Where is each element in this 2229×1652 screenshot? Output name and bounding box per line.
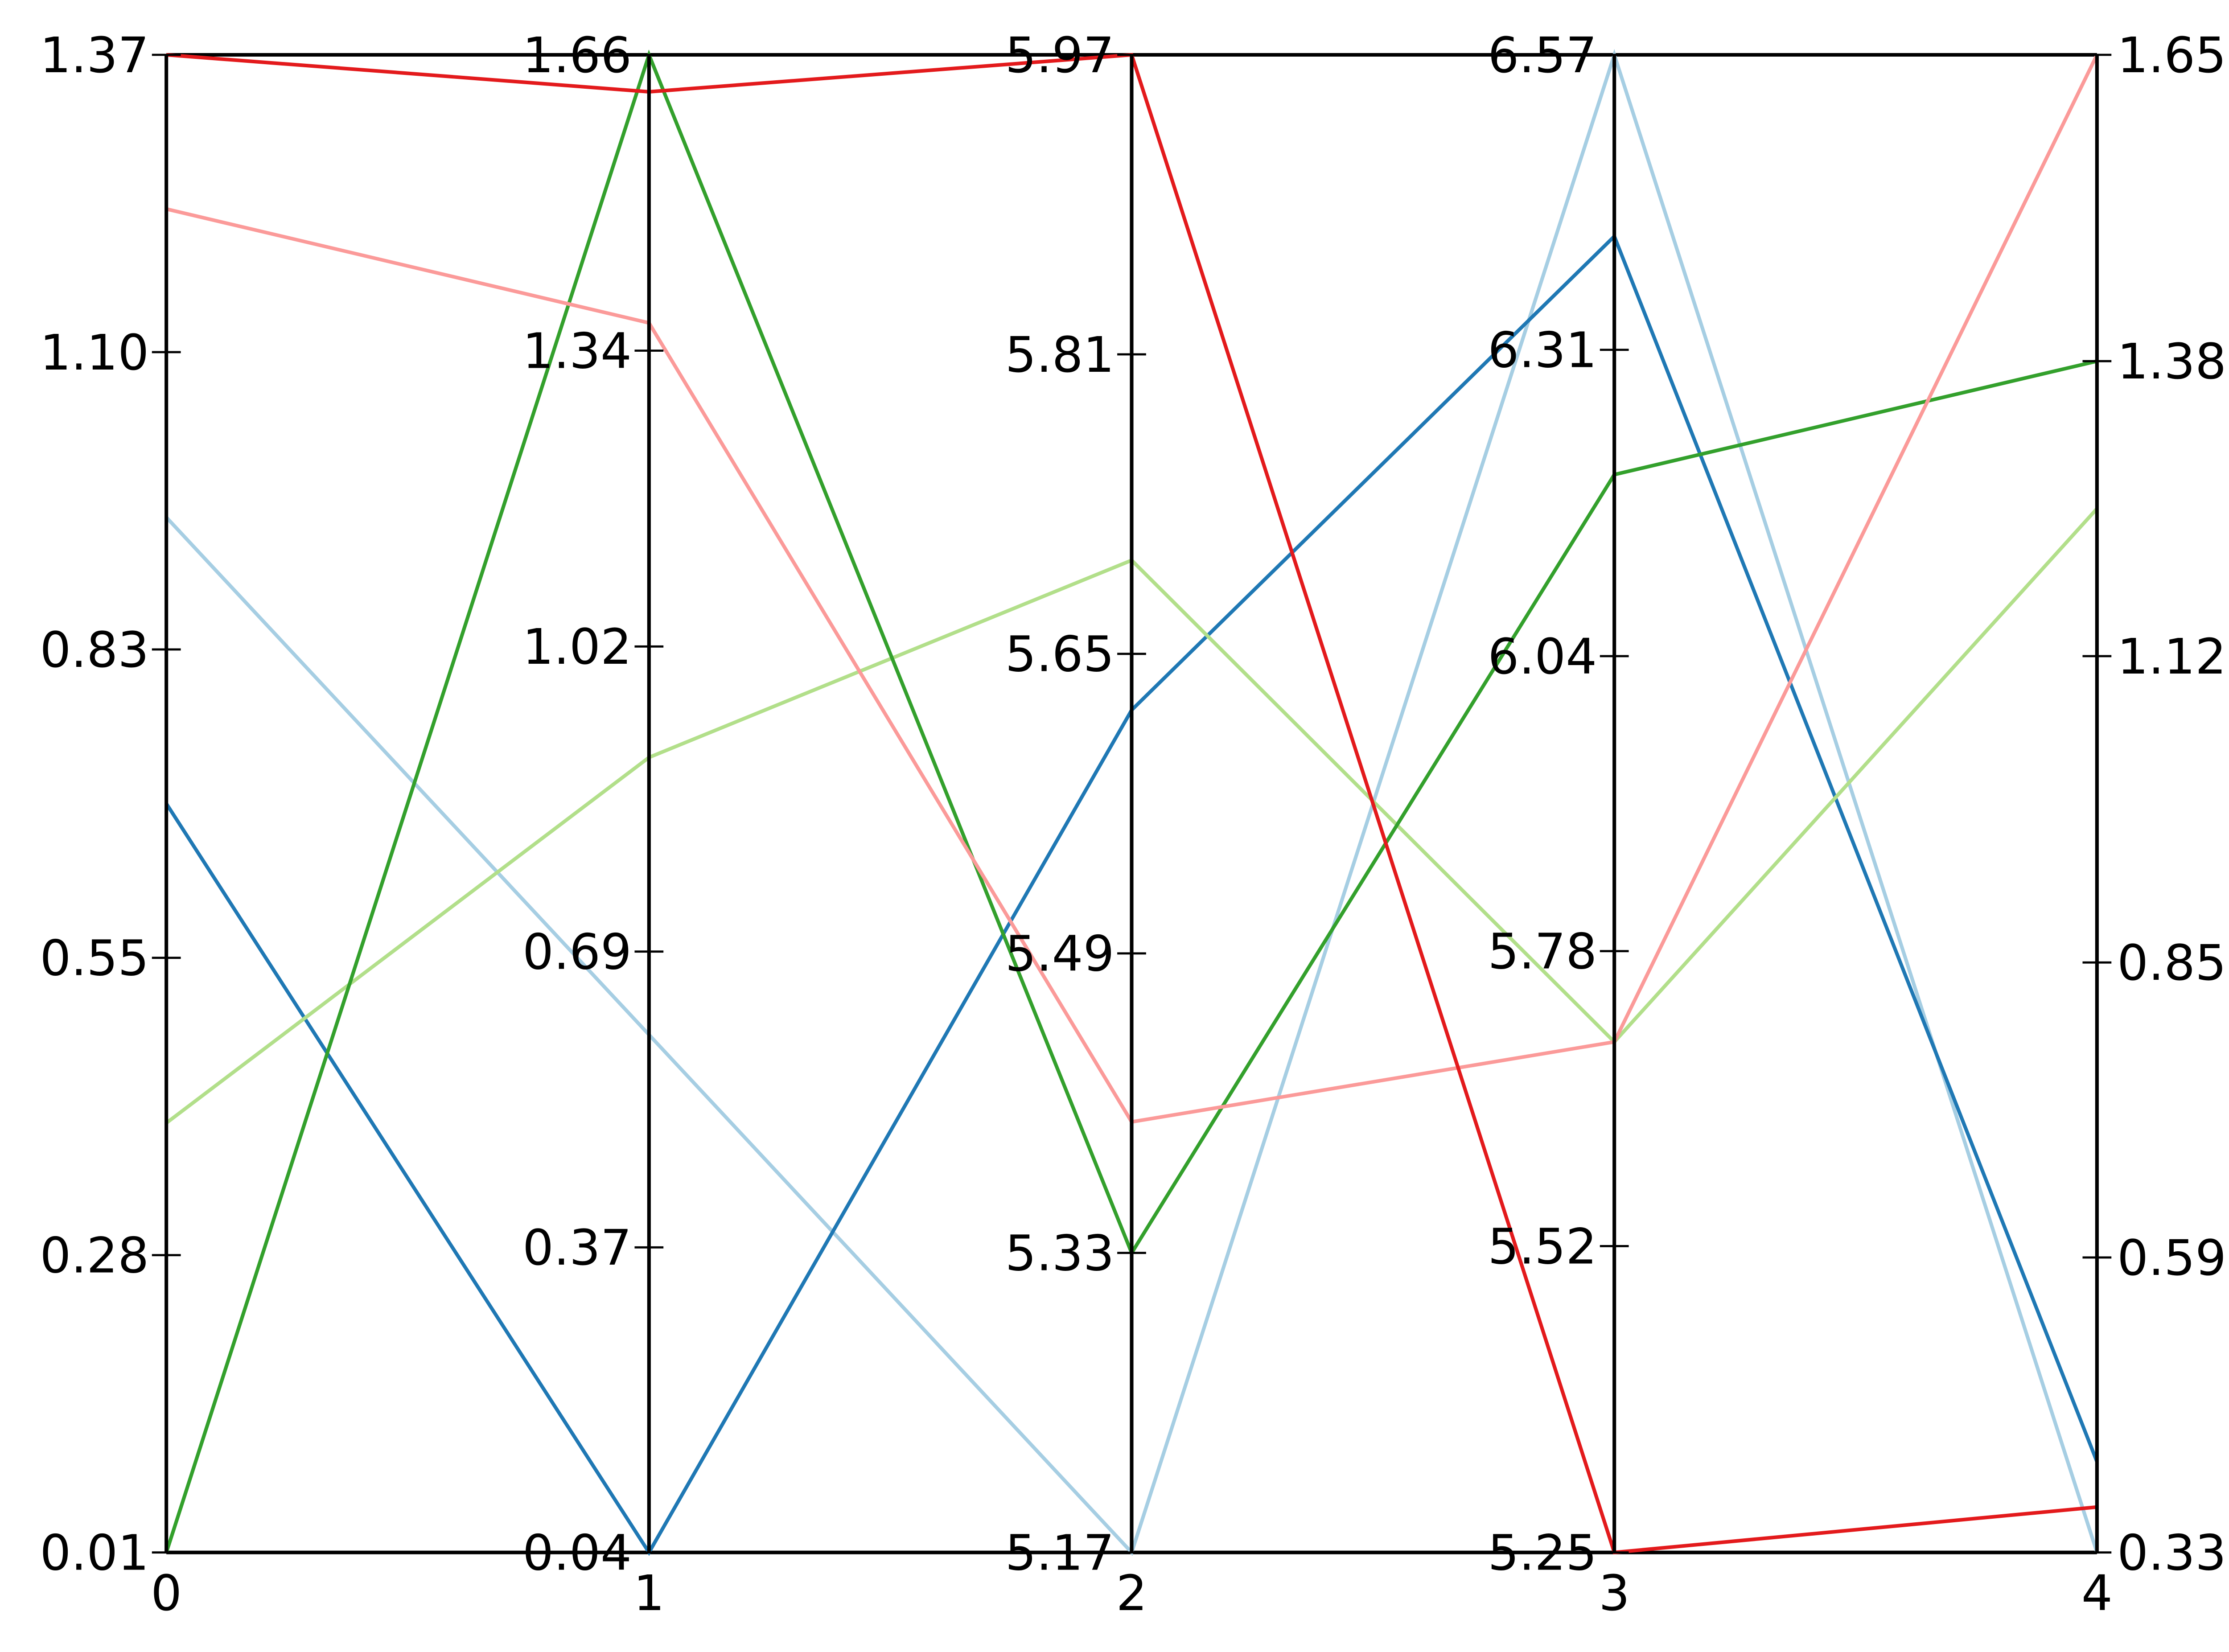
tick-label: 1.12 <box>2117 628 2226 685</box>
tick-label: 1.34 <box>522 322 632 379</box>
tick-label: 0.33 <box>2117 1525 2226 1582</box>
tick-label: 0.69 <box>522 923 632 980</box>
tick-label: 5.25 <box>1488 1525 1597 1582</box>
tick-label: 0.55 <box>40 930 149 987</box>
tick-label: 5.81 <box>1005 326 1114 383</box>
tick-label: 1.65 <box>2117 27 2226 84</box>
axis-label: 0 <box>151 1565 182 1622</box>
axis-label: 3 <box>1599 1565 1630 1622</box>
tick-label: 5.65 <box>1005 626 1114 683</box>
tick-label: 5.97 <box>1005 27 1114 84</box>
axis-label: 4 <box>2081 1565 2113 1622</box>
tick-label: 0.04 <box>522 1525 632 1582</box>
tick-label: 0.37 <box>522 1219 632 1276</box>
tick-label: 0.01 <box>40 1525 149 1582</box>
tick-label: 1.10 <box>40 324 149 381</box>
tick-label: 6.57 <box>1488 27 1597 84</box>
tick-label: 5.17 <box>1005 1525 1114 1582</box>
tick-label: 0.83 <box>40 621 149 678</box>
tick-label: 5.33 <box>1005 1225 1114 1282</box>
tick-label: 1.02 <box>522 618 632 675</box>
axis-label: 2 <box>1116 1565 1147 1622</box>
axis-label: 1 <box>633 1565 665 1622</box>
tick-label: 1.37 <box>40 27 149 84</box>
tick-label: 6.31 <box>1488 322 1597 379</box>
tick-label: 0.28 <box>40 1227 149 1284</box>
tick-label: 5.49 <box>1005 925 1114 982</box>
tick-label: 0.59 <box>2117 1229 2226 1286</box>
tick-label: 5.78 <box>1488 923 1597 980</box>
tick-label: 6.04 <box>1488 628 1597 685</box>
tick-label: 1.38 <box>2117 333 2226 390</box>
tick-label: 1.66 <box>522 27 632 84</box>
tick-label: 0.85 <box>2117 934 2226 991</box>
tick-label: 5.52 <box>1488 1218 1597 1275</box>
